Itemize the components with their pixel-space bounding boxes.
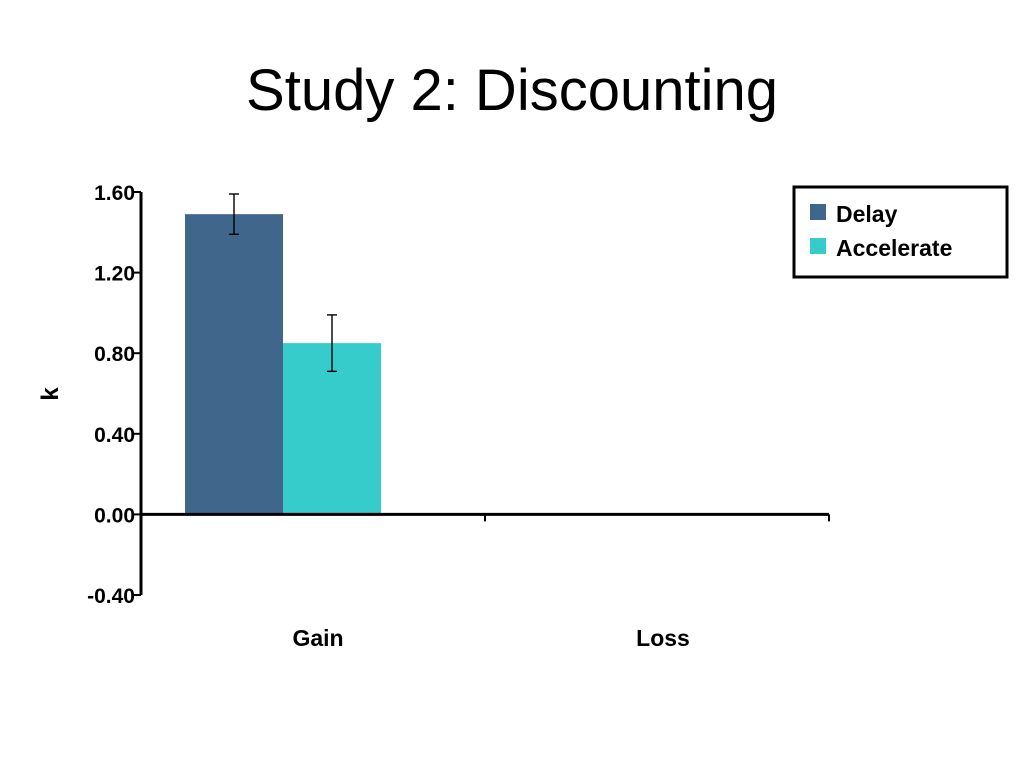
- y-tick-label: 0.00: [94, 504, 135, 527]
- y-axis-title: k: [37, 387, 64, 401]
- y-tick-label: -0.40: [87, 585, 135, 608]
- category-label-loss: Loss: [636, 625, 690, 651]
- category-labels: Gain Loss: [292, 625, 689, 651]
- bar-delay-gain: [185, 214, 283, 515]
- category-label-gain: Gain: [292, 625, 343, 651]
- error-bars: [229, 193, 337, 373]
- legend: Delay Accelerate: [792, 185, 1009, 279]
- slide-title: Study 2: Discounting: [246, 58, 778, 123]
- legend-swatch-accelerate: [810, 238, 826, 254]
- y-tick-label: 1.20: [94, 263, 135, 286]
- bars: [185, 214, 381, 515]
- legend-label-accelerate: Accelerate: [836, 235, 952, 261]
- y-axis-ticks: 1.60 1.20 0.80 0.40 0.00 -0.40: [87, 182, 141, 608]
- axes: [139, 192, 830, 595]
- legend-box: [792, 185, 1009, 279]
- legend-label-delay: Delay: [836, 201, 898, 227]
- y-tick-label: 0.40: [94, 424, 135, 447]
- legend-swatch-delay: [810, 204, 826, 220]
- y-tick-label: 0.80: [94, 343, 135, 366]
- y-tick-label: 1.60: [94, 182, 135, 205]
